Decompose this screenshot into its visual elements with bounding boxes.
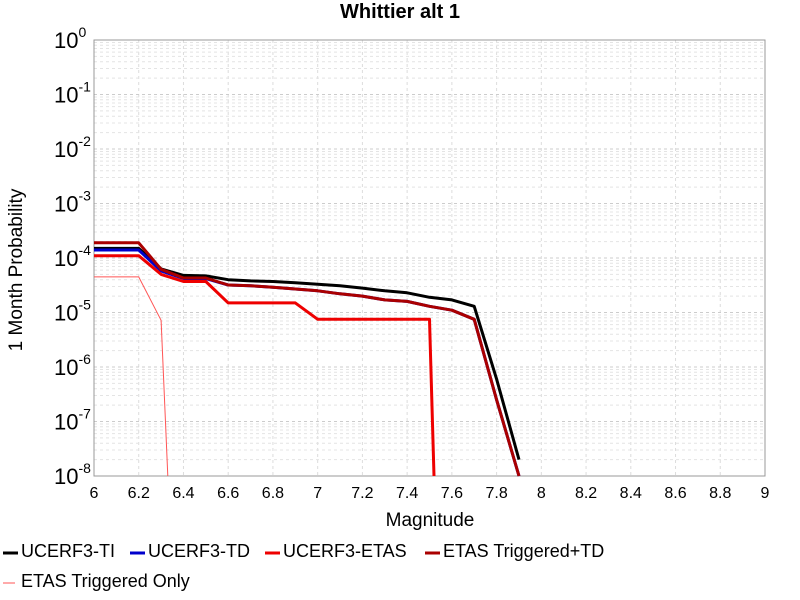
x-tick-label: 6: [90, 485, 99, 502]
x-tick-label: 8.2: [575, 485, 597, 502]
series-line-5: [94, 276, 169, 477]
x-tick-label: 9: [761, 485, 770, 502]
x-tick-label: 6.6: [217, 485, 239, 502]
x-tick-label: 8.8: [709, 485, 731, 502]
chart-title: Whittier alt 1: [340, 1, 460, 23]
series-line-3: [94, 254, 436, 477]
y-tick-label: 10-5: [54, 297, 91, 326]
y-tick-label: 10-4: [54, 242, 91, 271]
legend-label: UCERF3-TD: [148, 541, 250, 561]
y-tick-label: 10-8: [54, 460, 91, 489]
x-tick-label: 8.4: [620, 485, 642, 502]
x-tick-label: 7.2: [351, 485, 373, 502]
x-tick-label: 8.6: [664, 485, 686, 502]
x-tick-label: 6.8: [262, 485, 284, 502]
x-tick-label: 8: [537, 485, 546, 502]
x-tick-label: 6.4: [172, 485, 194, 502]
y-tick-label: 100: [54, 24, 86, 53]
y-tick-label: 10-1: [54, 79, 91, 108]
legend-label: ETAS Triggered Only: [21, 571, 190, 591]
x-tick-label: 6.2: [128, 485, 150, 502]
legend-label: ETAS Triggered+TD: [443, 541, 604, 561]
x-tick-label: 7: [313, 485, 322, 502]
x-axis-ticks: 6 6.2 6.4 6.6 6.8 7 7.2 7.4 7.6 7.8 8 8.2 8.4 8.6 8.8 9: [90, 485, 770, 502]
x-tick-label: 7.8: [485, 485, 507, 502]
series-line-1: [94, 246, 521, 461]
y-tick-label: 10-6: [54, 351, 91, 380]
x-tick-label: 7.4: [396, 485, 418, 502]
y-tick-label: 10-7: [54, 406, 91, 435]
y-axis-ticks: 10-8 10-7 10-6 10-5 10-4 10-3 10-2 10-1 100: [54, 24, 91, 489]
y-tick-label: 10-3: [54, 188, 91, 217]
legend: UCERF3-TI UCERF3-TD UCERF3-ETAS ETAS Trigge…: [3, 541, 604, 591]
y-axis-label: 1 Month Probability: [6, 188, 27, 351]
series-lines: [94, 241, 521, 477]
legend-label: UCERF3-TI: [21, 541, 115, 561]
legend-label: UCERF3-ETAS: [283, 541, 407, 561]
x-tick-label: 7.6: [441, 485, 463, 502]
y-tick-label: 10-2: [54, 133, 91, 162]
series-line-4: [94, 241, 521, 477]
plot-area: [93, 39, 766, 477]
x-axis-label: Magnitude: [386, 510, 475, 531]
